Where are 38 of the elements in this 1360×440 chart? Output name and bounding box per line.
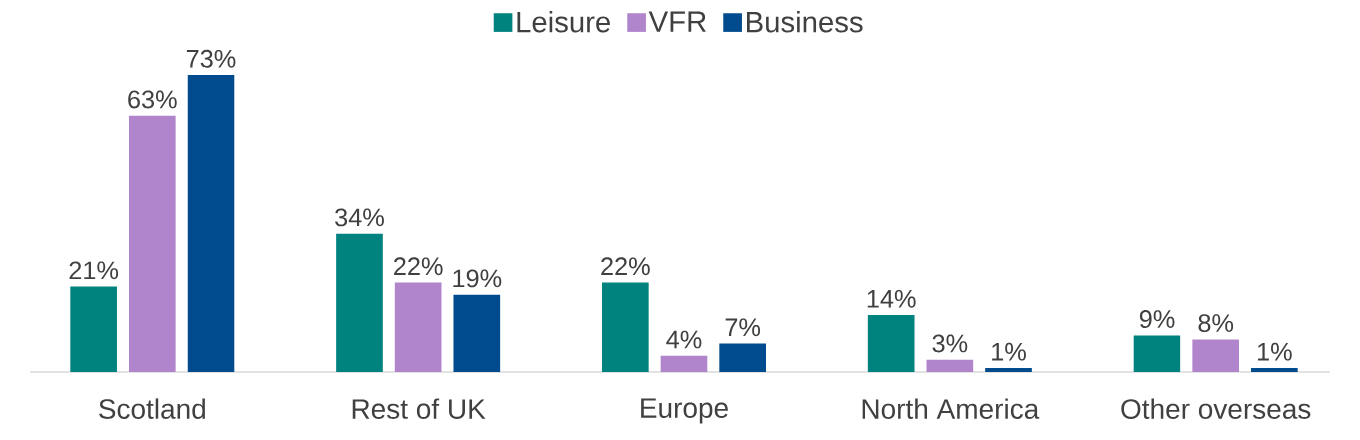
x-tick-label: North America xyxy=(862,398,1040,419)
bar xyxy=(926,359,974,372)
bar xyxy=(336,233,383,372)
data-label: 9% xyxy=(1139,310,1175,329)
data-label: 1% xyxy=(1257,342,1292,361)
bar xyxy=(70,286,117,372)
data-label: 14% xyxy=(867,289,916,308)
bar xyxy=(1251,367,1298,372)
bar xyxy=(719,343,766,372)
data-label: 3% xyxy=(932,334,968,353)
data-label: 19% xyxy=(453,269,502,288)
data-label: 4% xyxy=(666,330,702,349)
data-label: 73% xyxy=(186,49,236,68)
data-label: 7% xyxy=(725,318,761,337)
data-label: 8% xyxy=(1198,314,1234,333)
data-label: 1% xyxy=(992,342,1026,361)
data-label: 22% xyxy=(601,257,650,276)
data-label: 34% xyxy=(335,208,384,227)
bar xyxy=(660,355,708,372)
data-label: 22% xyxy=(394,257,443,276)
x-tick-label: Scotland xyxy=(99,398,205,419)
data-label: 21% xyxy=(69,261,119,280)
bar xyxy=(601,282,649,372)
x-tick-label: Europe xyxy=(641,398,728,424)
bar xyxy=(1192,339,1240,372)
legend-label: Business xyxy=(747,10,863,33)
bar xyxy=(394,282,442,372)
bar xyxy=(128,115,176,372)
bar xyxy=(867,315,915,372)
legend-label: Leisure xyxy=(517,10,610,33)
x-tick-label: Rest of UK xyxy=(352,398,486,419)
bar xyxy=(453,294,501,372)
bar xyxy=(1133,335,1181,372)
bar xyxy=(985,367,1032,372)
legend-label: VFR xyxy=(648,11,706,32)
bar xyxy=(187,75,235,372)
data-label: 63% xyxy=(128,90,177,109)
x-tick-label: Other overseas xyxy=(1121,398,1311,419)
